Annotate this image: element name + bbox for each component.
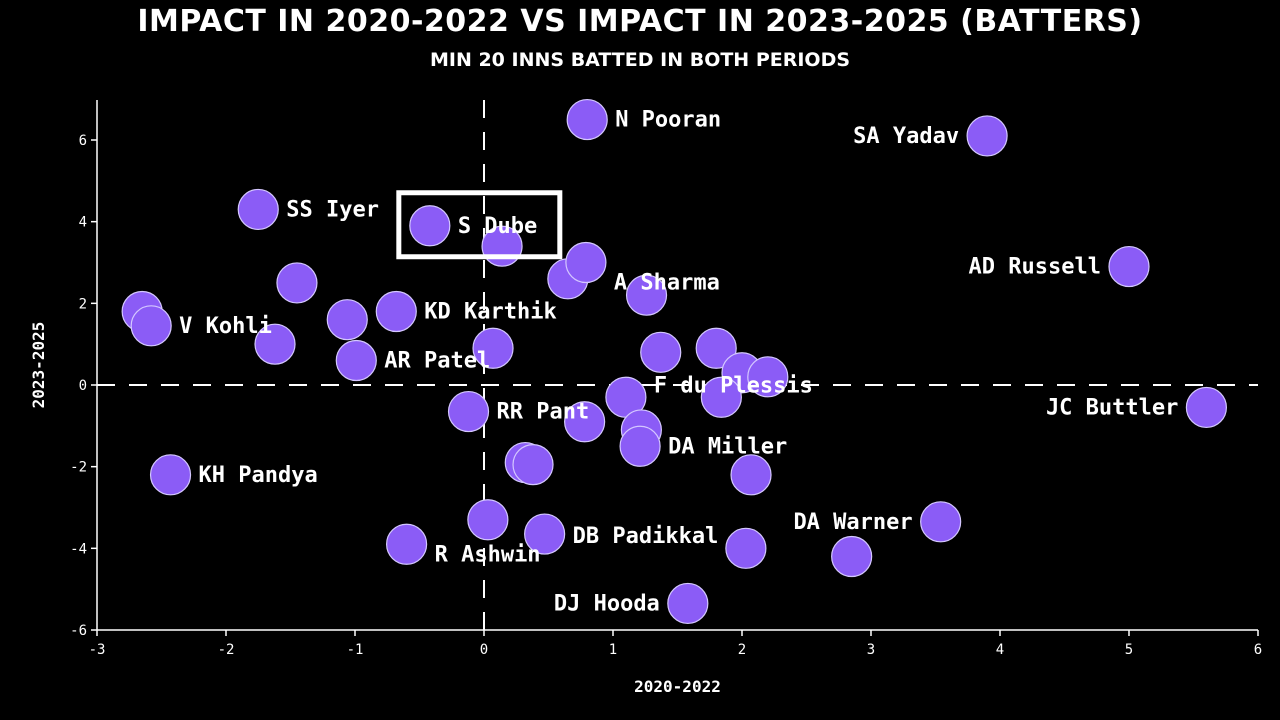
x-tick-label: 2 — [738, 642, 746, 658]
data-point — [831, 535, 873, 578]
data-point — [467, 499, 509, 541]
point-label: RR Pant — [497, 400, 590, 425]
point-label: A Sharma — [614, 271, 720, 296]
data-point — [564, 401, 606, 443]
data-points — [121, 98, 1228, 625]
data-point — [326, 299, 368, 341]
data-point — [149, 454, 192, 496]
data-point — [335, 339, 377, 382]
axes: -3 -2 -1 0 1 2 3 4 5 6 -6 -4 -2 0 2 4 6 — [70, 100, 1262, 658]
data-point — [920, 501, 962, 543]
data-point — [565, 241, 607, 284]
y-tick-label: -4 — [70, 541, 87, 557]
y-tick-label: 4 — [79, 215, 87, 231]
y-tick-label: 0 — [79, 378, 87, 394]
chart-title: IMPACT IN 2020-2022 VS IMPACT IN 2023-20… — [137, 4, 1143, 39]
point-label: KD Karthik — [424, 300, 556, 325]
data-point — [375, 290, 417, 333]
x-tick-label: -3 — [89, 642, 106, 658]
x-tick-label: 0 — [480, 642, 488, 658]
data-point — [725, 527, 767, 569]
x-tick-label: -1 — [347, 642, 364, 658]
y-tick-label: -2 — [70, 460, 87, 476]
point-label: SA Yadav — [853, 124, 959, 149]
point-label: DA Miller — [668, 434, 787, 459]
x-tick-label: 6 — [1254, 642, 1262, 658]
data-point — [1108, 245, 1150, 288]
reference-lines — [97, 100, 1258, 630]
point-labels: N Pooran SA Yadav SS Iyer S Dube A Sharma AD … — [179, 108, 1178, 617]
data-point — [276, 262, 318, 304]
data-point — [386, 523, 428, 565]
data-point — [447, 390, 490, 433]
data-point — [625, 274, 668, 316]
data-point — [237, 188, 279, 231]
data-point — [524, 513, 566, 555]
point-label: V Kohli — [179, 314, 272, 339]
x-tick-label: -2 — [218, 642, 235, 658]
point-label: DJ Hooda — [554, 591, 660, 616]
data-point — [966, 115, 1008, 157]
x-axis-label: 2020-2022 — [634, 677, 721, 696]
x-tick-label: 3 — [867, 642, 875, 658]
highlight-box-group — [396, 190, 563, 260]
data-point — [512, 444, 554, 486]
point-label: KH Pandya — [199, 463, 318, 488]
x-tick-label: 5 — [1125, 642, 1133, 658]
y-tick-label: 6 — [79, 133, 87, 149]
y-axis-label: 2023-2025 — [29, 322, 48, 409]
point-label: S Dube — [458, 214, 537, 239]
point-label: R Ashwin — [435, 542, 541, 567]
data-point — [695, 327, 737, 369]
point-label: JC Buttler — [1046, 395, 1178, 420]
data-point — [566, 98, 608, 141]
chart-subtitle: MIN 20 INNS BATTED IN BOTH PERIODS — [429, 49, 851, 71]
data-point — [640, 331, 682, 373]
point-label: AR Patel — [384, 349, 490, 374]
data-point — [747, 356, 789, 398]
data-point — [130, 305, 172, 347]
point-label: AD Russell — [969, 255, 1101, 280]
data-point — [667, 582, 709, 625]
point-label: N Pooran — [615, 108, 721, 133]
data-point — [472, 327, 514, 369]
point-label: F du Plessis — [654, 373, 813, 398]
data-point — [409, 205, 451, 247]
data-point — [730, 454, 772, 496]
highlight-box — [396, 190, 563, 260]
x-tick-label: 1 — [609, 642, 617, 658]
x-tick-label: 4 — [996, 642, 1004, 658]
data-point — [700, 376, 742, 418]
data-point — [254, 323, 296, 365]
point-label: DB Padikkal — [573, 524, 719, 549]
point-label: DA Warner — [793, 510, 912, 535]
data-point — [619, 425, 661, 467]
point-label: SS Iyer — [286, 197, 379, 222]
y-tick-label: 2 — [79, 296, 87, 312]
data-point — [1185, 386, 1228, 429]
y-tick-label: -6 — [70, 623, 87, 639]
